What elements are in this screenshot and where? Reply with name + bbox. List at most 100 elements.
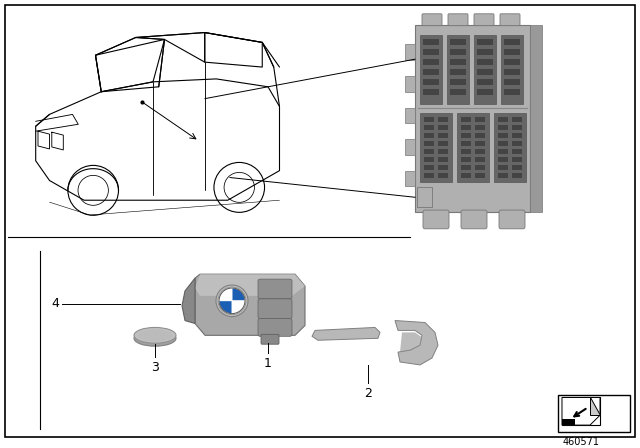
Bar [498,117,508,122]
Text: 2: 2 [364,387,372,400]
Bar [512,141,522,146]
Bar [417,187,432,207]
FancyBboxPatch shape [461,210,487,229]
Bar [450,89,466,95]
Bar [498,141,508,146]
Bar [420,113,452,182]
Polygon shape [195,274,305,336]
Bar [424,157,434,162]
Polygon shape [182,278,195,323]
Polygon shape [562,397,600,425]
Wedge shape [232,301,245,314]
Bar [512,172,522,177]
Bar [477,39,493,45]
Bar [475,165,485,170]
Bar [498,133,508,138]
Bar [438,125,448,130]
Wedge shape [219,288,232,301]
Bar [475,149,485,154]
Bar [477,89,493,95]
Bar [423,69,439,75]
Ellipse shape [138,329,172,341]
Bar [461,125,471,130]
Bar [450,79,466,85]
Bar [438,165,448,170]
Polygon shape [562,419,575,425]
FancyBboxPatch shape [500,14,520,26]
Text: 1: 1 [264,357,272,370]
Bar [438,117,448,122]
Bar [405,139,415,155]
FancyBboxPatch shape [423,210,449,229]
Bar [423,79,439,85]
Bar [461,157,471,162]
Bar [475,133,485,138]
Bar [475,172,485,177]
Polygon shape [395,320,438,365]
Bar [504,49,520,55]
Ellipse shape [134,331,176,346]
Bar [424,165,434,170]
Bar [474,34,496,103]
Bar [512,117,522,122]
Bar [405,171,415,186]
Bar [423,89,439,95]
Bar [424,172,434,177]
Bar [423,49,439,55]
Bar [423,59,439,65]
Bar [438,149,448,154]
Bar [477,49,493,55]
Bar [457,113,489,182]
FancyBboxPatch shape [258,299,292,319]
FancyBboxPatch shape [258,279,292,299]
Bar [512,133,522,138]
Bar [447,34,469,103]
Polygon shape [400,332,422,352]
Bar [504,69,520,75]
Bar [498,125,508,130]
Bar [504,79,520,85]
Bar [512,165,522,170]
Bar [461,172,471,177]
Bar [475,157,485,162]
Bar [494,113,526,182]
Bar [438,133,448,138]
FancyBboxPatch shape [448,14,468,26]
Circle shape [216,285,248,317]
Bar [498,149,508,154]
Wedge shape [232,288,245,301]
Bar [415,25,530,212]
Bar [477,79,493,85]
Bar [424,141,434,146]
Bar [438,141,448,146]
Text: 4: 4 [51,297,59,310]
Bar [477,69,493,75]
Bar [475,117,485,122]
Bar [405,76,415,92]
FancyBboxPatch shape [422,14,442,26]
Bar [512,149,522,154]
Bar [475,125,485,130]
Bar [450,59,466,65]
Bar [562,397,600,425]
FancyBboxPatch shape [258,319,292,336]
Bar [450,49,466,55]
Bar [424,125,434,130]
Bar [405,108,415,123]
FancyBboxPatch shape [499,210,525,229]
Bar [424,149,434,154]
Text: 3: 3 [151,361,159,374]
Bar [450,69,466,75]
Bar [475,141,485,146]
Bar [477,59,493,65]
Bar [504,39,520,45]
Polygon shape [195,274,305,296]
Bar [420,34,442,103]
Bar [501,34,523,103]
Bar [558,395,630,432]
Bar [498,157,508,162]
Text: 460571: 460571 [563,437,600,447]
Circle shape [218,287,246,314]
Bar [424,117,434,122]
Bar [438,172,448,177]
